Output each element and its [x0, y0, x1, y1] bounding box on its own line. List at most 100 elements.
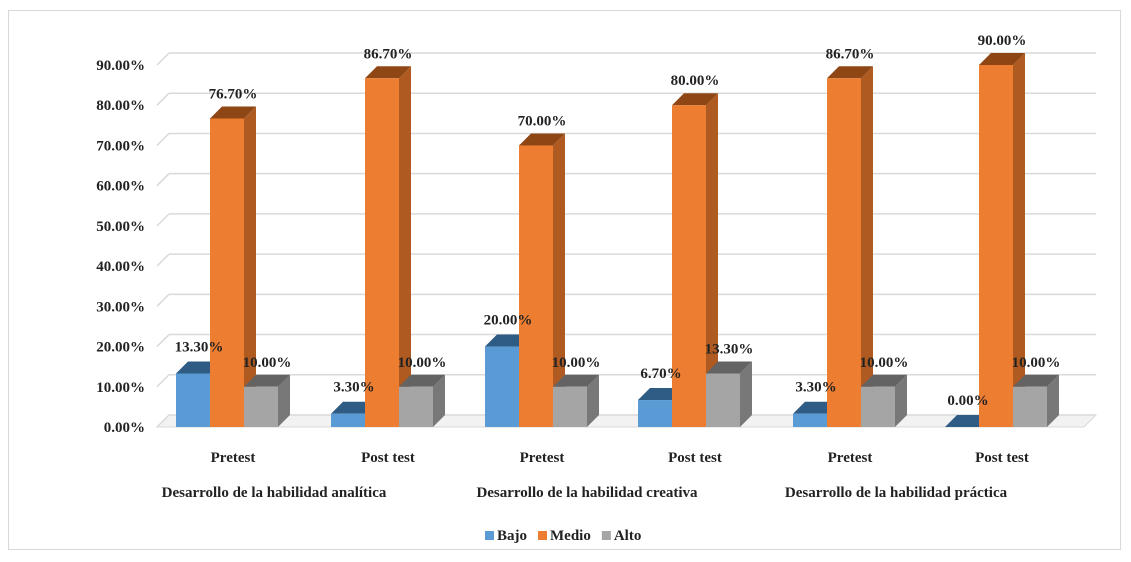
bar-side	[587, 374, 599, 427]
bar-alto	[861, 374, 907, 427]
bar-alto	[553, 374, 599, 427]
bar-medio	[827, 66, 873, 428]
data-label: 70.00%	[518, 113, 567, 129]
bar-medio	[979, 53, 1025, 427]
bar-front	[979, 65, 1013, 427]
bar-front	[1013, 386, 1047, 427]
y-tick-label: 30.00%	[96, 299, 145, 315]
x-tick-label: Post test	[668, 450, 722, 466]
bar-side	[1047, 374, 1059, 427]
bar-side	[740, 361, 752, 427]
legend-label: Bajo	[497, 528, 527, 544]
data-label: 3.30%	[795, 380, 836, 396]
bar-front	[519, 145, 553, 427]
bar-top	[672, 93, 718, 106]
group-label: Desarrollo de la habilidad práctica	[785, 485, 1008, 501]
legend-label: Alto	[614, 528, 642, 544]
data-label: 10.00%	[243, 355, 292, 371]
bar-alto	[706, 361, 752, 427]
bar-side	[278, 374, 290, 427]
x-tick-label: Pretest	[520, 450, 565, 466]
bar-front	[672, 105, 706, 427]
gridline-diagonal	[156, 334, 170, 348]
data-label: 86.70%	[364, 46, 413, 62]
bar-front	[485, 346, 519, 427]
bar-front	[210, 118, 244, 428]
y-tick-label: 10.00%	[96, 380, 145, 396]
legend: Bajo Medio Alto	[485, 528, 641, 544]
bar-medio	[210, 106, 256, 428]
legend-swatch	[538, 531, 547, 540]
y-tick-label: 80.00%	[96, 98, 145, 114]
bar-side	[1013, 53, 1025, 427]
y-tick-label: 40.00%	[96, 259, 145, 275]
data-label: 6.70%	[640, 366, 681, 382]
gridline-diagonal	[156, 92, 170, 106]
bar-front	[365, 78, 399, 428]
x-tick-label: Post test	[361, 450, 415, 466]
bar-top	[706, 361, 752, 374]
bar-top	[210, 106, 256, 119]
x-tick-label: Pretest	[828, 450, 873, 466]
bar-alto	[399, 374, 445, 427]
data-labels: 13.30% 3.30% 20.00% 6.70% 3.30% 0.00% 76.70% 86…	[175, 33, 1061, 409]
bar-front	[176, 373, 210, 427]
x-tick-label: Post test	[975, 450, 1029, 466]
bar-front	[553, 386, 587, 427]
bar-side	[433, 374, 445, 427]
bar-medio	[672, 93, 718, 427]
bar-top	[827, 66, 873, 79]
bar-top	[553, 374, 599, 387]
data-label: 0.00%	[947, 393, 988, 409]
y-tick-label: 90.00%	[96, 58, 145, 74]
bar-top	[979, 53, 1025, 65]
data-label: 13.30%	[175, 340, 224, 356]
data-label: 76.70%	[209, 86, 258, 102]
data-label: 10.00%	[552, 355, 601, 371]
bar-front	[827, 78, 861, 428]
gridlines	[155, 52, 1098, 428]
bar-front	[399, 386, 433, 427]
legend-swatch	[601, 531, 611, 540]
bar-top	[1013, 374, 1059, 387]
bar-top	[244, 374, 290, 387]
bar-chart: 0.00% 10.00% 20.00% 30.00% 40.00% 50.00% 60.00…	[96, 33, 1098, 544]
y-tick-label: 60.00%	[96, 179, 145, 195]
gridline-diagonal	[156, 132, 170, 146]
bar-top	[519, 133, 565, 146]
bar-front	[861, 386, 895, 427]
y-tick-label: 20.00%	[96, 340, 145, 356]
bar-medio	[519, 133, 565, 427]
gridline-diagonal	[156, 414, 170, 428]
bar-top	[365, 66, 411, 79]
chart-frame: 0.00% 10.00% 20.00% 30.00% 40.00% 50.00% 60.00…	[8, 10, 1121, 550]
bar-side	[706, 93, 718, 427]
bar-medio	[365, 66, 411, 428]
data-label: 10.00%	[398, 355, 447, 371]
data-label: 13.30%	[705, 342, 754, 358]
bar-side	[553, 133, 565, 427]
bar-alto	[1013, 374, 1059, 427]
gridline-diagonal	[156, 253, 170, 267]
legend-label: Medio	[550, 528, 591, 544]
gridline-diagonal	[156, 374, 170, 388]
bar-side	[861, 66, 873, 428]
data-label: 10.00%	[860, 355, 909, 371]
bar-front	[331, 413, 365, 427]
gridline-diagonal	[156, 293, 170, 307]
bar-top	[861, 374, 907, 387]
gridline-diagonal	[156, 52, 170, 66]
data-label: 10.00%	[1012, 355, 1061, 371]
x-tick-label: Pretest	[211, 450, 256, 466]
bar-side	[244, 106, 256, 428]
legend-swatch	[485, 531, 494, 540]
data-label: 3.30%	[333, 380, 374, 396]
bar-front	[793, 413, 827, 427]
y-tick-label: 70.00%	[96, 138, 145, 154]
gridline-diagonal	[156, 173, 170, 187]
group-label: Desarrollo de la habilidad creativa	[476, 485, 698, 501]
data-label: 90.00%	[978, 33, 1027, 49]
y-tick-label: 0.00%	[104, 420, 145, 436]
y-tick-label: 50.00%	[96, 219, 145, 235]
bar-front	[706, 373, 740, 427]
